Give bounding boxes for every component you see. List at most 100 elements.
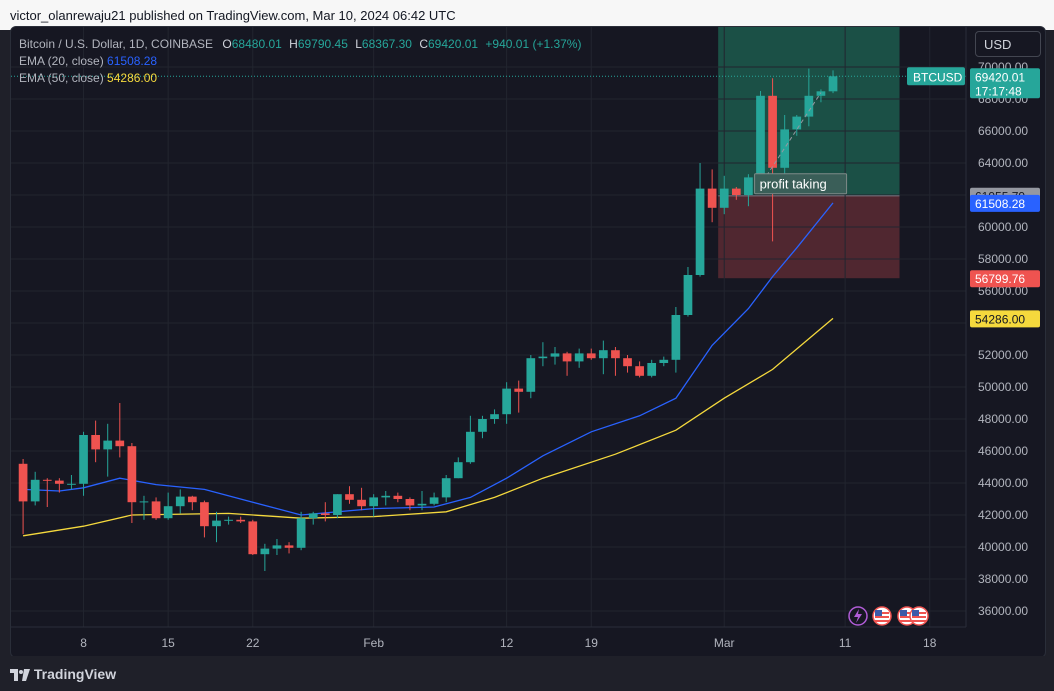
candle[interactable] (731, 187, 741, 200)
candle[interactable] (151, 497, 161, 520)
candle[interactable] (441, 475, 451, 503)
candle[interactable] (79, 431, 88, 496)
symbol-tag-bg[interactable] (907, 67, 965, 86)
candle[interactable] (381, 491, 391, 506)
candle[interactable] (719, 175, 729, 215)
candle[interactable] (284, 542, 294, 554)
candle[interactable] (30, 471, 40, 506)
candle[interactable] (466, 415, 475, 464)
candle[interactable] (768, 78, 777, 242)
stop-zone[interactable] (718, 195, 900, 279)
currency-button[interactable]: USD (975, 31, 1041, 57)
candle[interactable] (320, 502, 330, 522)
candle[interactable] (647, 359, 657, 378)
candle[interactable] (598, 340, 608, 375)
candle[interactable] (417, 491, 427, 511)
candle[interactable] (611, 347, 620, 376)
stop-price-tag-bg[interactable] (970, 270, 1040, 288)
candle-body (502, 388, 511, 415)
lightning-icon[interactable] (848, 606, 868, 626)
candle-body (381, 495, 391, 498)
chart-frame[interactable]: profit taking 36000.00 38000.00 40000.00 42… (10, 26, 1046, 658)
candle[interactable] (163, 492, 173, 520)
us-flag-icon[interactable] (872, 606, 892, 626)
candle[interactable] (345, 486, 354, 504)
candle[interactable] (804, 68, 814, 127)
legend-symbol: Bitcoin / U.S. Dollar, 1D, COINBASE (19, 37, 214, 51)
candle[interactable] (623, 355, 632, 373)
candle[interactable] (659, 356, 669, 367)
candle[interactable] (248, 519, 258, 555)
candle[interactable] (780, 115, 790, 184)
candle[interactable] (635, 361, 644, 378)
candle[interactable] (55, 478, 64, 493)
candle[interactable] (490, 409, 499, 424)
candle[interactable] (115, 403, 125, 458)
candle[interactable] (308, 511, 318, 525)
candle[interactable] (18, 459, 28, 535)
candle[interactable] (236, 516, 246, 523)
legend-ema50-row[interactable]: EMA (50, close) 54286.00 (19, 70, 581, 87)
candle[interactable] (453, 457, 463, 479)
x-tick-label: 18 (923, 636, 937, 650)
candle[interactable] (695, 163, 705, 277)
candle[interactable] (260, 543, 270, 571)
candle[interactable] (502, 382, 511, 424)
last-price-tag-bg[interactable] (970, 68, 1040, 99)
candle[interactable] (526, 355, 536, 399)
us-flag-icon[interactable] (909, 606, 929, 626)
candle[interactable] (514, 380, 524, 413)
candle[interactable] (574, 348, 584, 368)
candle-body (296, 518, 306, 548)
candle[interactable] (405, 497, 415, 511)
legend-change: +940.01 (+1.37%) (485, 37, 582, 51)
legend-ema20-row[interactable]: EMA (20, close) 61508.28 (19, 53, 581, 70)
candle[interactable] (272, 539, 282, 555)
candle[interactable] (550, 347, 560, 365)
candle[interactable] (127, 443, 137, 523)
candle[interactable] (393, 492, 403, 503)
candle[interactable] (816, 89, 826, 103)
candle[interactable] (42, 478, 52, 507)
ema50-price-tag-bg[interactable] (970, 310, 1040, 328)
y-tick-label: 52000.00 (978, 348, 1028, 362)
candle[interactable] (296, 511, 306, 551)
price-chart[interactable]: profit taking 36000.00 38000.00 40000.00 42… (11, 27, 1045, 657)
candle-body (91, 435, 100, 450)
ema20-line[interactable] (23, 202, 834, 516)
ema20-price-tag-bg[interactable] (970, 194, 1040, 212)
annotation-box[interactable] (754, 173, 848, 195)
candle[interactable] (200, 500, 209, 538)
candle[interactable] (333, 494, 342, 519)
candle[interactable] (369, 494, 379, 517)
candle-body (478, 419, 487, 432)
candle[interactable] (792, 115, 802, 136)
candle[interactable] (175, 489, 185, 514)
candle[interactable] (586, 348, 596, 360)
candle[interactable] (224, 516, 233, 525)
candle[interactable] (707, 169, 717, 223)
candle[interactable] (562, 351, 572, 376)
candle[interactable] (91, 420, 100, 463)
candle[interactable] (212, 511, 221, 543)
ema50-line[interactable] (22, 317, 834, 537)
tradingview-logo[interactable]: TradingView (10, 666, 116, 682)
candle[interactable] (478, 415, 487, 439)
legend-open: 68480.01 (231, 37, 282, 51)
candle[interactable] (756, 91, 765, 189)
candle[interactable] (429, 492, 439, 506)
candle[interactable] (671, 307, 681, 373)
candle-body (623, 358, 632, 367)
candle[interactable] (103, 423, 113, 477)
candle[interactable] (683, 267, 693, 317)
candle[interactable] (744, 174, 753, 207)
candle[interactable] (538, 342, 548, 367)
y-tick-label: 58000.00 (978, 252, 1028, 266)
legend-ema20-value: 61508.28 (107, 54, 158, 68)
y-tick-label: 36000.00 (978, 604, 1028, 618)
candle[interactable] (828, 70, 838, 94)
candle[interactable] (67, 475, 76, 490)
candle[interactable] (357, 487, 366, 511)
candle[interactable] (187, 495, 197, 511)
candle[interactable] (139, 495, 149, 520)
